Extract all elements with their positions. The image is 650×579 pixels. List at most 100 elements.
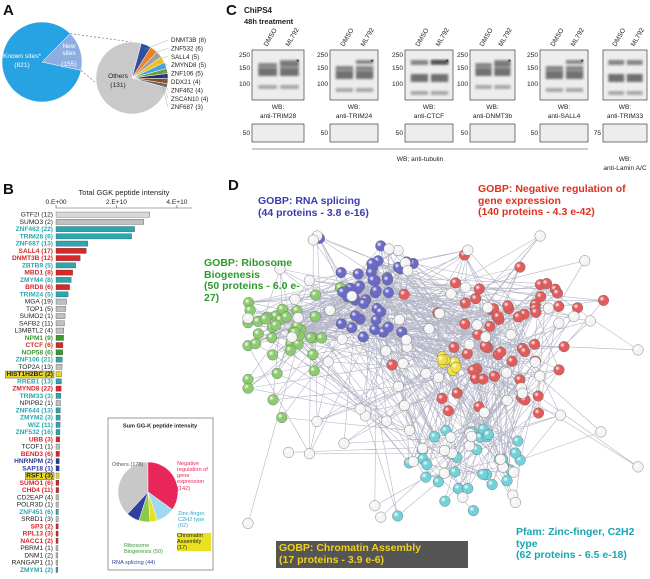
network-node <box>532 390 544 402</box>
antibody-label: anti-TRIM28 <box>260 113 297 120</box>
network-node <box>309 289 321 301</box>
bar-label: ZNF462 (22) <box>16 226 53 233</box>
blot-band <box>410 91 429 95</box>
bar <box>55 501 59 508</box>
blot-band <box>355 66 374 71</box>
network-node <box>535 291 547 303</box>
loading-blot <box>404 123 454 143</box>
mw-marker: 100 <box>527 81 538 88</box>
legend-name: ZNF532 <box>171 45 194 52</box>
pie-value-label: (155) <box>61 61 76 68</box>
mw-marker: 50 <box>396 130 404 137</box>
pie-slice <box>147 461 179 510</box>
legend-entry: DNMT3B (8) <box>171 37 206 44</box>
antibody-label: anti-SALL4 <box>548 113 581 120</box>
network-node <box>457 491 469 503</box>
network-node <box>420 471 432 483</box>
pie-value-label: (131) <box>110 82 125 89</box>
loading-blot <box>539 123 589 143</box>
network-node <box>354 280 366 292</box>
network-node <box>352 268 364 280</box>
blot-band <box>335 88 354 92</box>
network-node <box>448 341 460 353</box>
leader-line <box>161 71 169 83</box>
lane-label: ML792 <box>498 27 514 48</box>
network-node <box>357 331 369 343</box>
network-node <box>303 274 315 286</box>
network-node <box>482 429 494 441</box>
blot-band <box>565 71 584 79</box>
blot-band <box>258 63 277 68</box>
blot-band <box>280 85 299 89</box>
network-node <box>488 370 500 382</box>
bar-label: CHD4 (11) <box>22 487 53 494</box>
blot-band <box>355 88 374 92</box>
bar <box>55 349 63 356</box>
network-node <box>553 300 565 312</box>
network-node <box>280 311 292 323</box>
bar-label: WIZ (11) <box>28 422 53 429</box>
bar-label: ZNF687 (13) <box>16 241 53 248</box>
bar-label: ZMYM2 (3) <box>20 415 53 422</box>
bar-label: NACC1 (2) <box>20 538 53 545</box>
bar-label: ZNF106 (21) <box>16 357 53 364</box>
network-node <box>506 355 518 367</box>
bar <box>55 378 62 385</box>
leader-line <box>143 39 169 51</box>
network-node <box>383 243 395 255</box>
mw-marker: 150 <box>527 65 538 72</box>
antibody-label: anti-DNMT3b <box>473 113 513 120</box>
legend-value: (5) <box>195 70 203 77</box>
network-node <box>335 318 347 330</box>
pie-value-label: (821) <box>14 62 29 69</box>
mw-marker: 150 <box>392 65 403 72</box>
blot-band <box>565 66 584 71</box>
network-node <box>307 349 319 361</box>
network-node <box>438 445 450 457</box>
network-node <box>311 415 323 427</box>
network-node <box>336 333 348 345</box>
bar <box>55 313 66 319</box>
bar <box>55 364 63 370</box>
pie-label: Others <box>108 73 128 80</box>
lane-label: DMSO <box>340 27 356 48</box>
legend-value: (6) <box>195 45 203 52</box>
bar-label: TOP1 (5) <box>26 306 53 313</box>
network-node <box>276 412 288 424</box>
network-node <box>316 332 328 344</box>
network-node <box>397 357 409 369</box>
network-node <box>449 466 461 478</box>
network-node <box>514 261 526 273</box>
leader-line <box>160 67 169 74</box>
network-node <box>402 265 414 277</box>
network-node <box>375 511 387 523</box>
bar-label: NPIPB2 (1) <box>20 400 53 407</box>
wb-label: WB: <box>486 104 499 111</box>
network-node <box>250 338 262 350</box>
mw-marker: 100 <box>392 81 403 88</box>
network-node <box>462 244 474 256</box>
bar <box>55 269 73 276</box>
network-node <box>584 315 596 327</box>
network-node <box>495 346 507 358</box>
band-asterisk: * <box>371 58 374 67</box>
network-node <box>459 297 471 309</box>
bar <box>55 306 66 312</box>
bar <box>55 335 64 341</box>
pie-slice <box>131 77 168 88</box>
blot-band <box>430 91 449 95</box>
bar-label: RPL13 (3) <box>23 531 53 538</box>
bar <box>55 429 61 435</box>
network-node <box>242 382 254 394</box>
inset-label: Negative regulation of gene expression (… <box>177 461 208 492</box>
network-label-detail: (62 proteins - 6.5 e-18) <box>516 549 627 562</box>
bar <box>55 559 58 566</box>
legend-value: (4) <box>193 79 201 86</box>
network-node <box>470 293 482 305</box>
x-tick-label: 2.E+10 <box>106 199 127 206</box>
network-node <box>346 290 358 302</box>
mw-marker: 250 <box>457 52 468 59</box>
pie-slice <box>117 461 149 515</box>
network-node <box>501 367 513 379</box>
